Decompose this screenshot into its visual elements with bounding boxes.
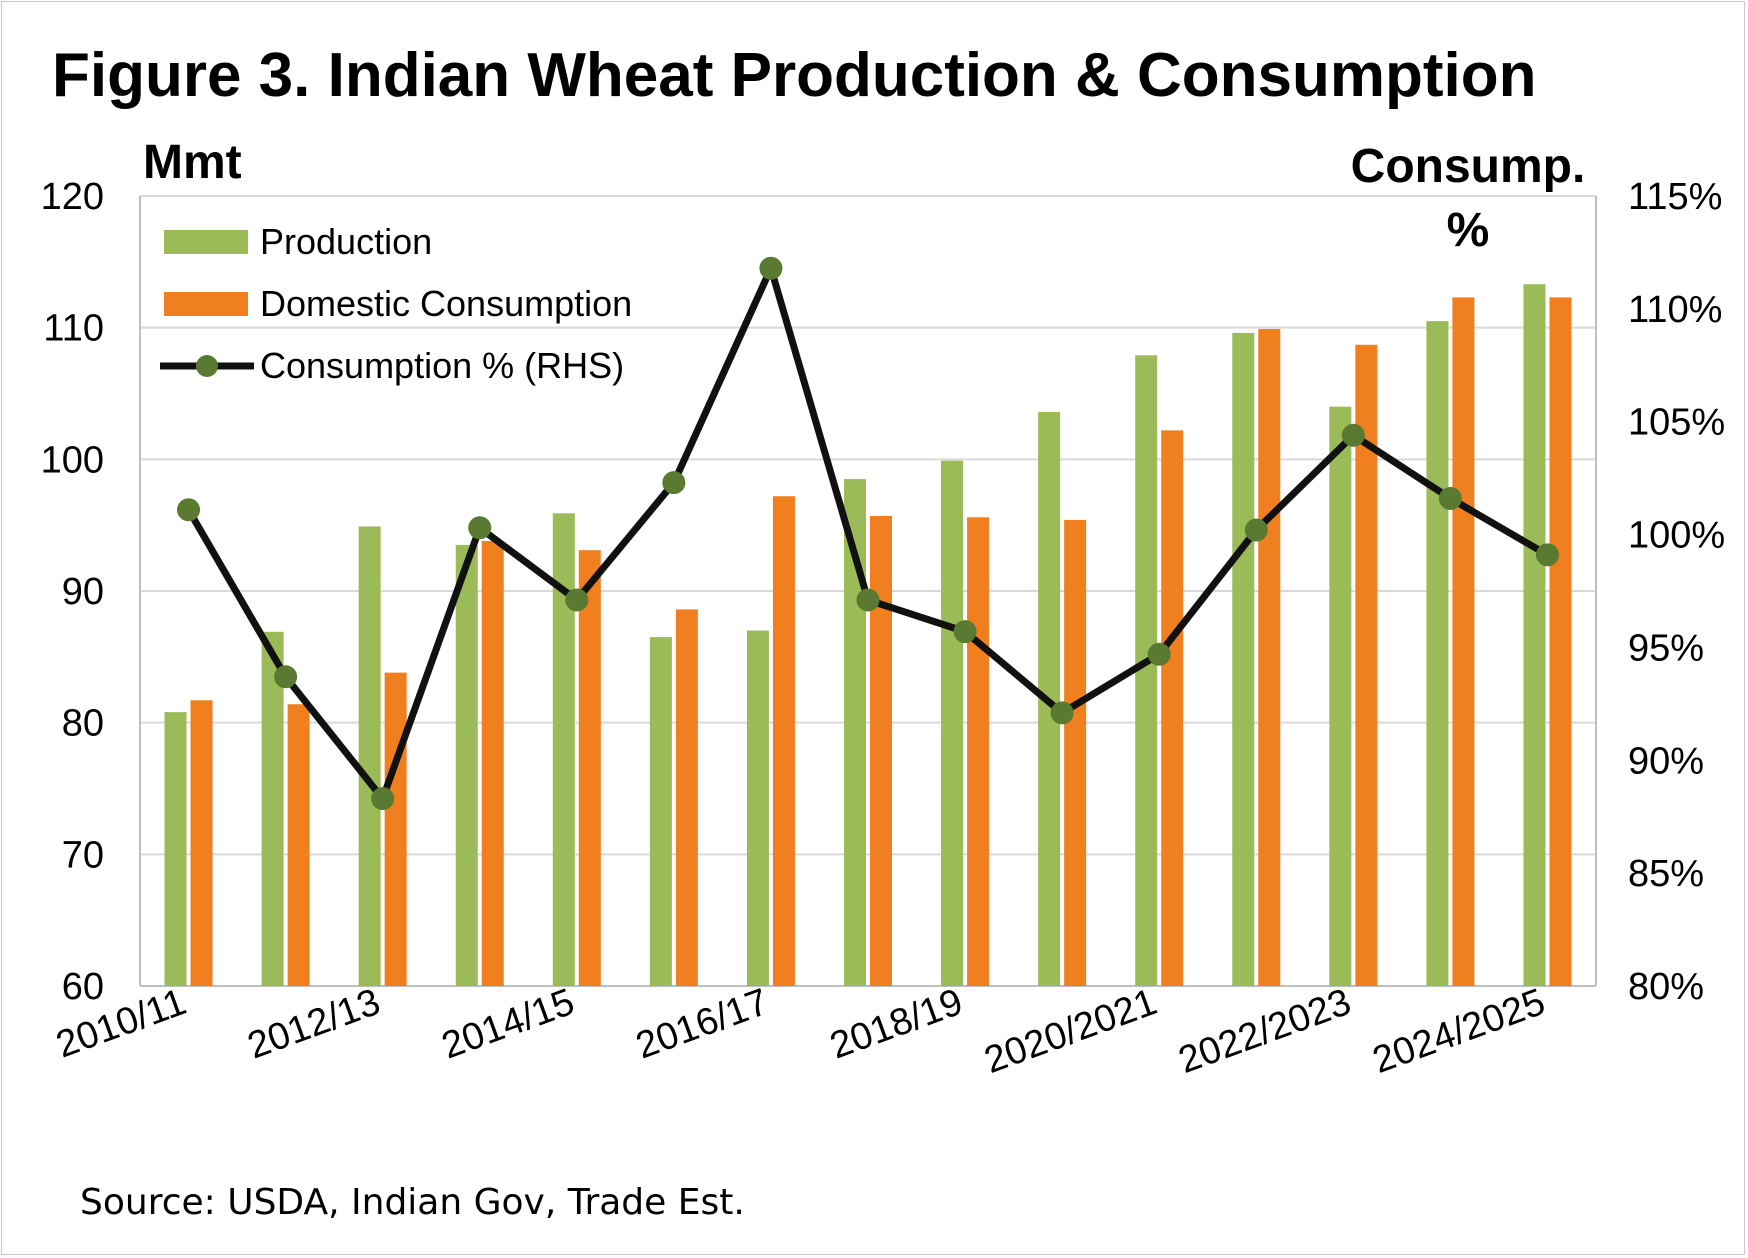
legend-swatch-production xyxy=(164,230,248,254)
right-axis-label-line1: Consump. xyxy=(1351,140,1586,193)
bar-consumption xyxy=(1452,297,1475,987)
consumption-pct-point xyxy=(1050,701,1074,725)
bar-consumption xyxy=(772,496,795,986)
chart-title: Figure 3. Indian Wheat Production & Cons… xyxy=(52,41,1537,110)
bar-consumption xyxy=(1549,297,1572,987)
bar-consumption xyxy=(1064,519,1087,986)
left-tick-label: 70 xyxy=(62,834,104,876)
bar-production xyxy=(1232,332,1255,986)
consumption-pct-point xyxy=(1341,423,1365,447)
consumption-pct-point xyxy=(1244,518,1268,542)
left-tick-label: 110 xyxy=(43,308,104,350)
right-tick-label: 110% xyxy=(1628,289,1722,331)
bar-production xyxy=(164,712,187,986)
consumption-pct-point xyxy=(371,787,395,811)
bar-consumption xyxy=(1161,430,1184,986)
bar-production xyxy=(1329,406,1352,987)
bar-consumption xyxy=(190,700,213,986)
consumption-pct-point xyxy=(1535,543,1559,567)
left-tick-label: 100 xyxy=(41,439,104,481)
consumption-pct-point xyxy=(1147,642,1171,666)
legend-label-consumption: Domestic Consumption xyxy=(260,283,632,324)
consumption-pct-point xyxy=(759,256,783,280)
bar-production xyxy=(1523,284,1546,986)
consumption-pct-point xyxy=(662,471,686,495)
right-axis-ticks: 80% 85% 90% 95% 100% 105% 110% 115% xyxy=(1628,176,1725,1008)
bar-production xyxy=(1426,321,1449,986)
bar-production xyxy=(746,630,769,986)
bars xyxy=(164,284,1572,987)
x-tick-label: 2012/13 xyxy=(242,981,385,1067)
bar-consumption xyxy=(481,540,504,986)
bar-production xyxy=(455,544,478,986)
grid-lines xyxy=(139,195,1597,987)
bar-production xyxy=(1135,355,1158,987)
right-tick-label: 85% xyxy=(1628,853,1704,895)
bar-consumption xyxy=(1355,344,1378,986)
consumption-pct-point xyxy=(177,498,201,522)
bar-production xyxy=(552,513,575,986)
consumption-pct-point xyxy=(565,588,589,612)
right-tick-label: 90% xyxy=(1628,740,1704,782)
left-tick-label: 90 xyxy=(62,571,104,613)
x-tick-label: 2016/17 xyxy=(631,981,774,1067)
bar-production xyxy=(941,460,964,986)
left-tick-label: 120 xyxy=(41,176,104,218)
right-tick-label: 105% xyxy=(1628,402,1725,444)
consumption-pct-point xyxy=(953,620,977,644)
legend-label-production: Production xyxy=(260,221,432,262)
consumption-pct-point xyxy=(274,665,298,689)
source-note: Source: USDA, Indian Gov, Trade Est. xyxy=(80,1182,745,1223)
bar-production xyxy=(358,526,381,986)
consumption-pct-point xyxy=(1438,486,1462,510)
consumption-line xyxy=(177,256,1559,811)
bar-consumption xyxy=(675,609,698,986)
consumption-pct-point xyxy=(468,516,492,540)
bar-consumption xyxy=(870,515,892,986)
legend-label-consumption-pct: Consumption % (RHS) xyxy=(260,345,624,386)
left-axis-ticks: 60 70 80 90 100 110 120 xyxy=(41,176,104,1008)
right-tick-label: 95% xyxy=(1628,627,1704,669)
right-tick-label: 80% xyxy=(1628,966,1704,1008)
x-axis-ticks: 2010/11 2012/13 2014/15 2016/17 2018/19 2020/… xyxy=(51,981,1551,1082)
x-tick-label: 2022/2023 xyxy=(1173,981,1356,1082)
right-tick-label: 115% xyxy=(1628,176,1722,218)
bar-consumption xyxy=(384,672,407,986)
x-tick-label: 2018/19 xyxy=(825,981,968,1067)
right-axis-label-line2: % xyxy=(1447,204,1490,257)
bar-consumption xyxy=(967,517,990,986)
left-tick-label: 60 xyxy=(62,966,104,1008)
x-tick-label: 2020/2021 xyxy=(979,981,1162,1082)
left-axis-label: Mmt xyxy=(143,136,242,189)
bar-production xyxy=(261,631,284,986)
consumption-pct-point xyxy=(856,588,880,612)
right-tick-label: 100% xyxy=(1628,515,1725,557)
legend-swatch-consumption xyxy=(164,292,248,316)
bar-production xyxy=(649,637,672,986)
x-tick-label: 2014/15 xyxy=(436,981,579,1067)
left-tick-label: 80 xyxy=(62,703,104,745)
legend-line-marker xyxy=(196,355,218,377)
bar-consumption xyxy=(578,550,601,986)
x-tick-label: 2024/2025 xyxy=(1367,981,1550,1082)
legend: Production Domestic Consumption Consumpt… xyxy=(160,221,632,386)
bar-consumption xyxy=(287,704,310,986)
bar-consumption xyxy=(1258,328,1281,986)
